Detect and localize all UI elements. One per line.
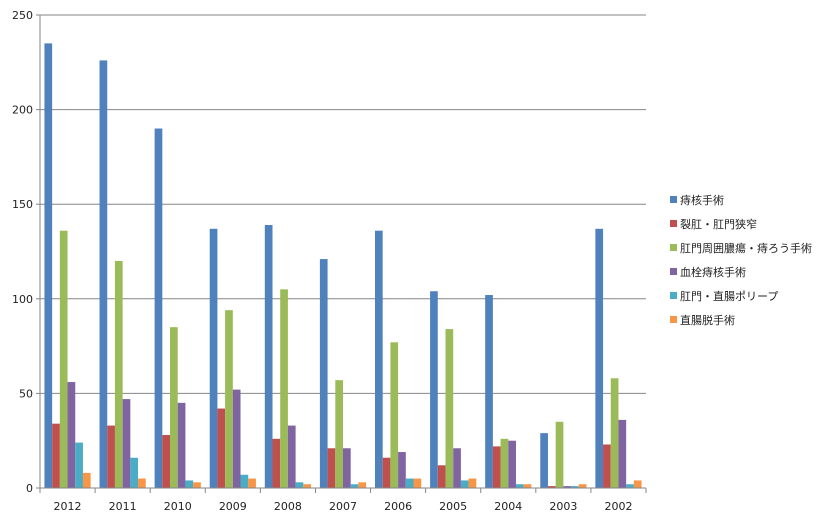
bar: [303, 484, 312, 488]
x-tick-label: 2002: [604, 500, 632, 513]
legend-label: 直腸脱手術: [680, 313, 735, 327]
bar: [295, 482, 304, 488]
bar: [374, 230, 383, 489]
bar: [413, 478, 422, 488]
bar: [468, 478, 477, 488]
x-tick-label: 2004: [494, 500, 522, 513]
bar: [209, 228, 218, 488]
bar: [595, 228, 604, 488]
bar: [343, 448, 351, 488]
bar: [437, 465, 446, 488]
bar: [358, 482, 367, 488]
bar: [280, 289, 288, 488]
bar: [240, 474, 249, 488]
x-tick-label: 2008: [274, 500, 302, 513]
bar: [445, 329, 454, 488]
bar: [248, 478, 256, 488]
bar: [500, 438, 509, 488]
bar: [193, 482, 201, 488]
bar: [217, 408, 226, 488]
bar: [350, 484, 359, 488]
bar: [515, 484, 524, 488]
bar: [287, 425, 296, 488]
y-tick-label: 150: [12, 198, 33, 211]
x-tick-label: 2005: [439, 500, 467, 513]
legend-swatch: [670, 220, 677, 227]
bar: [547, 486, 556, 488]
bar: [610, 378, 619, 488]
y-tick-label: 200: [12, 104, 33, 117]
bar: [177, 402, 186, 488]
bar: [603, 444, 611, 488]
bar: [232, 389, 241, 488]
bar: [52, 423, 60, 488]
bar: [405, 478, 414, 488]
y-tick-label: 100: [12, 293, 33, 306]
bar: [75, 442, 83, 488]
legend-label: 裂肛・肛門狭窄: [680, 217, 757, 231]
legend-label: 痔核手術: [680, 193, 724, 207]
legend-swatch: [670, 244, 677, 251]
x-tick-label: 2010: [164, 500, 192, 513]
x-tick-label: 2011: [109, 500, 137, 513]
bar: [99, 60, 108, 489]
bar: [272, 438, 281, 488]
bar: [225, 310, 233, 488]
bar: [460, 480, 469, 488]
bar: [67, 382, 76, 488]
legend-swatch: [670, 268, 677, 275]
x-tick-label: 2009: [219, 500, 247, 513]
legend-swatch: [670, 292, 677, 299]
bar: [114, 260, 123, 488]
bar: [390, 342, 399, 488]
bar: [170, 327, 178, 488]
bar: [508, 440, 516, 488]
x-tick-label: 2007: [329, 500, 357, 513]
bar: [264, 225, 273, 488]
legend-label: 血栓痔核手術: [680, 265, 746, 279]
bar: [626, 484, 634, 488]
x-tick-label: 2012: [54, 500, 82, 513]
legend-label: 肛門周囲膿瘍・痔ろう手術: [680, 241, 812, 255]
bar: [130, 457, 139, 488]
bar: [122, 399, 131, 488]
y-tick-label: 0: [26, 482, 33, 495]
y-tick-label: 50: [19, 387, 33, 400]
y-tick-label: 250: [12, 9, 33, 22]
bar: [59, 230, 68, 489]
bar: [540, 433, 548, 488]
bar: [563, 486, 572, 488]
bar: [453, 448, 461, 488]
x-tick-label: 2003: [549, 500, 577, 513]
bar: [319, 259, 328, 488]
bar: [82, 472, 91, 488]
bar: [618, 419, 627, 488]
bar: [327, 448, 336, 488]
legend-swatch: [670, 316, 677, 323]
bar: [571, 486, 579, 488]
bar: [382, 457, 391, 488]
bar: [523, 484, 532, 488]
legend-label: 肛門・直腸ポリープ: [680, 289, 778, 303]
bar: [485, 295, 493, 488]
bar: [492, 446, 501, 488]
bar: [154, 128, 163, 488]
bar: [185, 480, 194, 488]
bar: [44, 43, 53, 488]
bar: [138, 478, 146, 488]
legend-swatch: [670, 196, 677, 203]
bar: [162, 435, 171, 488]
bar: [555, 421, 564, 488]
x-tick-label: 2006: [384, 500, 412, 513]
bar: [578, 484, 587, 488]
bar: [633, 480, 642, 488]
bar: [335, 380, 343, 488]
bar: [430, 291, 438, 488]
bar: [398, 452, 406, 488]
bar: [107, 425, 115, 488]
